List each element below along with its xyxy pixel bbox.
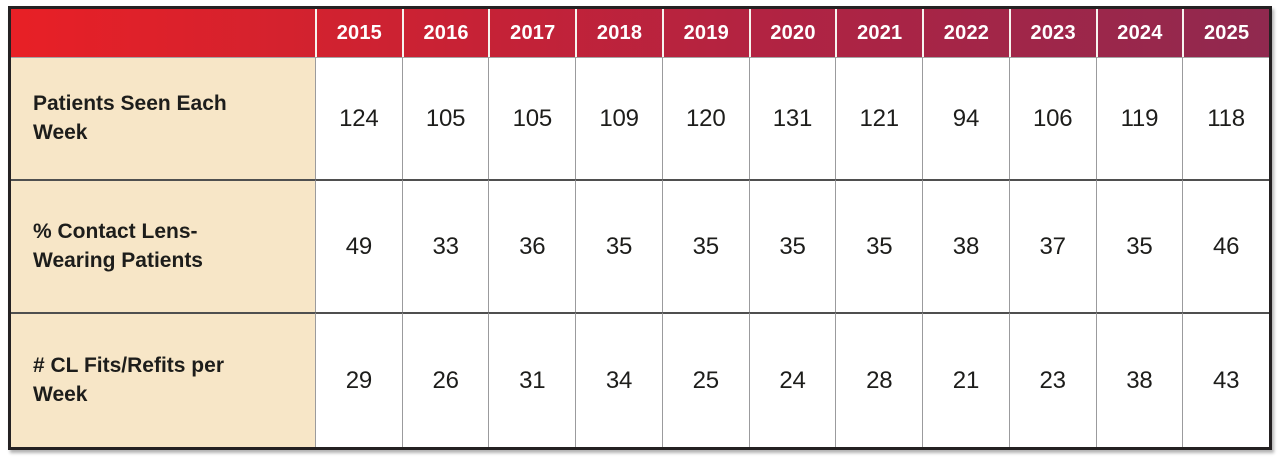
year-header-2016: 2016 <box>401 9 489 57</box>
table-cell: 34 <box>575 312 662 447</box>
table-cell: 121 <box>835 57 923 179</box>
clinic-statistics-table: 2015 2016 2017 2018 2019 2020 2021 2022 … <box>8 6 1272 450</box>
table-cell: 28 <box>835 312 923 447</box>
table-cell: 35 <box>575 179 662 312</box>
table-cell: 37 <box>1008 179 1096 312</box>
table-cell: 35 <box>748 179 836 312</box>
table-cell: 35 <box>1095 179 1183 312</box>
table-cell: 118 <box>1182 57 1269 179</box>
year-header-2023: 2023 <box>1008 9 1096 57</box>
row-label-cl-wearing-pct: % Contact Lens-Wearing Patients <box>11 179 315 312</box>
table-cell: 31 <box>488 312 576 447</box>
table-cell: 26 <box>401 312 489 447</box>
table-cell: 124 <box>315 57 402 179</box>
table-cell: 105 <box>401 57 489 179</box>
table-cell: 29 <box>315 312 402 447</box>
table-cell: 33 <box>401 179 489 312</box>
year-header-2017: 2017 <box>488 9 575 57</box>
table-cell: 120 <box>661 57 749 179</box>
table-cell: 119 <box>1095 57 1183 179</box>
table-cell: 49 <box>315 179 402 312</box>
row-label-cl-fits-refits: # CL Fits/Refits per Week <box>11 312 315 447</box>
year-header-2019: 2019 <box>661 9 749 57</box>
year-header-2022: 2022 <box>922 9 1009 57</box>
table-cell: 21 <box>922 312 1009 447</box>
year-header-2018: 2018 <box>575 9 662 57</box>
table-cell: 35 <box>661 179 749 312</box>
table-grid: 2015 2016 2017 2018 2019 2020 2021 2022 … <box>11 9 1269 447</box>
table-cell: 36 <box>488 179 576 312</box>
year-header-2020: 2020 <box>748 9 836 57</box>
year-header-2015: 2015 <box>315 9 402 57</box>
table-cell: 38 <box>1095 312 1183 447</box>
table-cell: 24 <box>748 312 836 447</box>
table-cell: 25 <box>661 312 749 447</box>
table-cell: 38 <box>922 179 1009 312</box>
table-cell: 106 <box>1008 57 1096 179</box>
year-header-2021: 2021 <box>835 9 922 57</box>
table-cell: 109 <box>575 57 662 179</box>
table-cell: 105 <box>488 57 576 179</box>
table-cell: 43 <box>1182 312 1269 447</box>
table-cell: 35 <box>835 179 923 312</box>
year-header-2024: 2024 <box>1095 9 1183 57</box>
row-label-patients-seen: Patients Seen Each Week <box>11 57 315 179</box>
table-cell: 23 <box>1008 312 1096 447</box>
table-cell: 94 <box>922 57 1009 179</box>
year-header-2025: 2025 <box>1182 9 1269 57</box>
table-cell: 131 <box>748 57 836 179</box>
table-cell: 46 <box>1182 179 1269 312</box>
header-corner-cell <box>11 9 315 57</box>
